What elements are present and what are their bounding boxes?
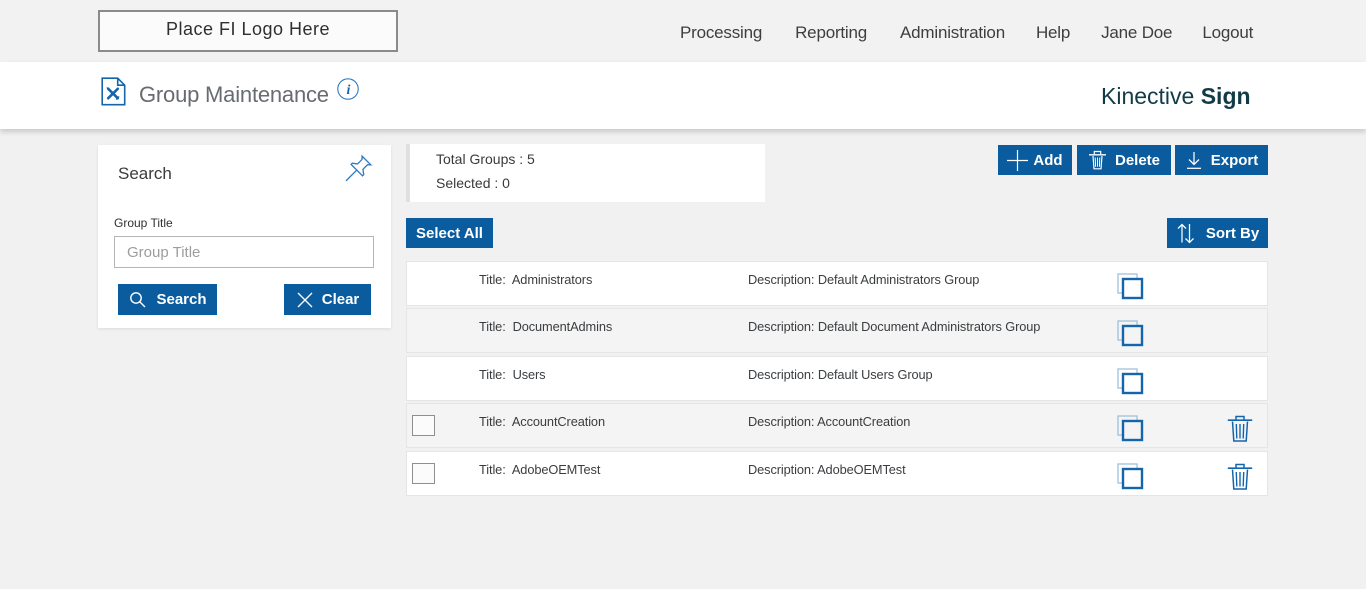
svg-text:i: i [347,83,351,98]
